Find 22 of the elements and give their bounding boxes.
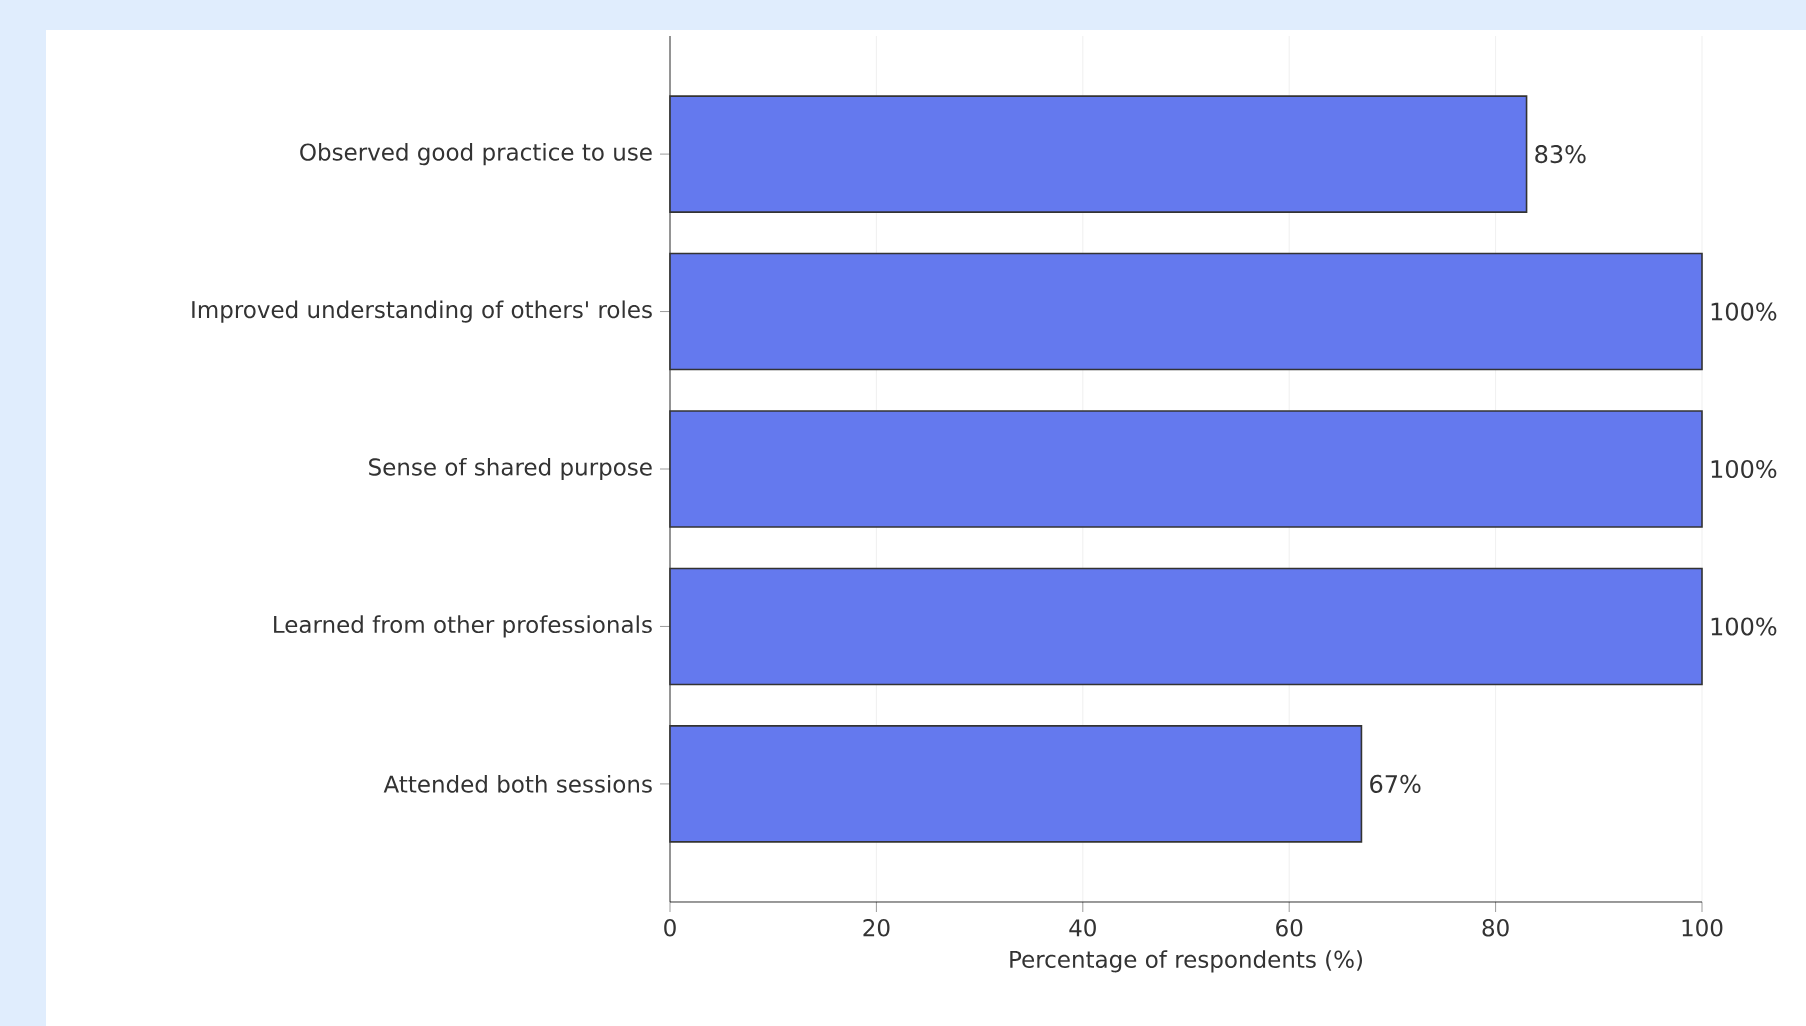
y-tick-label: Learned from other professionals [274,615,652,638]
bar [669,410,1703,528]
x-tick-label: 40 [1069,919,1096,937]
data-label: 100% [1711,302,1777,321]
data-label: 100% [1711,459,1777,479]
data-label: 100% [1711,617,1777,636]
y-tick-label: Improved understanding of others' roles [192,300,652,323]
data-label: 67% [1370,774,1421,793]
y-tick-label: Observed good practice to use [300,142,652,166]
x-tick-label: 100 [1682,919,1723,937]
data-label: 83% [1535,145,1586,164]
x-tick-label: 60 [1276,919,1303,937]
y-tick-label: Attended both sessions [383,775,652,793]
x-tick-label: 20 [863,919,890,937]
x-axis-title: Percentage of respondents (%) [1010,950,1362,973]
y-tick-label: Sense of shared purpose [369,457,652,481]
bar [669,95,1528,213]
x-tick-label: 80 [1482,919,1509,937]
bar [669,725,1363,843]
bar [669,567,1703,686]
bar [669,252,1703,371]
x-tick-label: 0 [664,919,676,937]
